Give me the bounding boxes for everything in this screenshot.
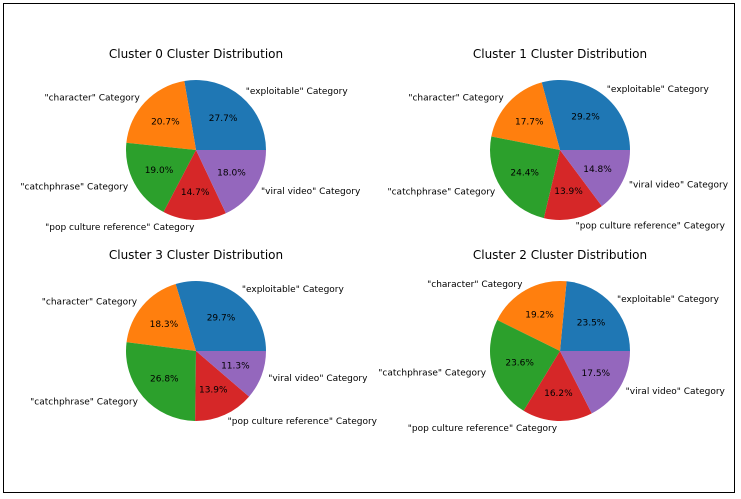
pie-chart-cluster-2: Cluster 2 Cluster Distribution 23.5% "expl… xyxy=(378,248,725,434)
slice-category-label: "catchphrase" Category xyxy=(20,182,128,192)
slice-category-label: "character" Category xyxy=(408,93,504,103)
slice-category-label: "character" Category xyxy=(427,280,523,290)
pie-slice-pop-culture-reference xyxy=(523,351,592,421)
pie-chart-cluster-3: Cluster 3 Cluster Distribution 29.7% "expl… xyxy=(30,248,378,427)
slice-percent-label: 29.7% xyxy=(207,313,236,323)
slice-percent-label: 23.6% xyxy=(505,359,534,369)
slice-percent-label: 23.5% xyxy=(577,319,606,329)
slice-percent-label: 20.7% xyxy=(151,117,180,127)
pie-slice-pop-culture-reference xyxy=(163,150,226,221)
slice-percent-label: 24.4% xyxy=(510,169,539,179)
pie-chart-cluster-0: Cluster 0 Cluster Distribution 27.7% "expl… xyxy=(20,47,361,233)
slice-category-label: "pop culture reference" Category xyxy=(576,221,726,231)
slice-category-label: "viral video" Category xyxy=(261,187,361,197)
pie-slice-catchphrase xyxy=(126,142,196,213)
slice-percent-label: 13.9% xyxy=(554,187,583,197)
pie-slice-exploitable xyxy=(560,281,630,351)
slice-percent-label: 26.8% xyxy=(150,375,179,385)
slice-category-label: "catchphrase" Category xyxy=(378,368,486,378)
slice-category-label: "catchphrase" Category xyxy=(30,398,138,408)
pie-slice-viral-video xyxy=(560,150,630,207)
slice-category-label: "character" Category xyxy=(44,93,140,103)
slice-percent-label: 13.9% xyxy=(199,385,228,395)
slice-category-label: "character" Category xyxy=(42,297,138,307)
slice-percent-label: 18.3% xyxy=(150,320,179,330)
slice-percent-label: 29.2% xyxy=(571,113,600,123)
pie-slice-pop-culture-reference xyxy=(543,150,602,220)
pie-slice-viral-video xyxy=(560,351,630,414)
slice-category-label: "catchphrase" Category xyxy=(387,188,495,198)
slice-category-label: "exploitable" Category xyxy=(617,295,720,305)
slice-category-label: "pop culture reference" Category xyxy=(408,424,558,434)
slice-percent-label: 27.7% xyxy=(209,114,238,124)
pie-slice-catchphrase xyxy=(490,136,560,219)
slice-category-label: "exploitable" Category xyxy=(607,85,710,95)
pie-slice-catchphrase xyxy=(126,342,196,421)
pie-slice-viral-video xyxy=(196,150,266,214)
slice-category-label: "pop culture reference" Category xyxy=(45,223,195,233)
pie-slice-character xyxy=(126,284,196,351)
slice-percent-label: 18.0% xyxy=(217,168,246,178)
slice-category-label: "viral video" Category xyxy=(629,181,729,191)
chart-title: Cluster 1 Cluster Distribution xyxy=(473,47,647,61)
pie-slice-character xyxy=(491,82,560,150)
figure-frame xyxy=(3,3,735,493)
pie-slice-exploitable xyxy=(541,80,630,150)
pie-slice-viral-video xyxy=(196,351,266,397)
chart-title: Cluster 0 Cluster Distribution xyxy=(109,47,283,61)
chart-title: Cluster 3 Cluster Distribution xyxy=(109,248,283,262)
pie-slice-catchphrase xyxy=(490,320,560,411)
slice-category-label: "viral video" Category xyxy=(626,387,726,397)
slice-category-label: "exploitable" Category xyxy=(246,87,349,97)
chart-title: Cluster 2 Cluster Distribution xyxy=(473,248,647,262)
pie-slice-pop-culture-reference xyxy=(195,351,250,421)
slice-percent-label: 16.2% xyxy=(544,389,573,399)
pie-slice-exploitable xyxy=(184,80,266,150)
slice-percent-label: 17.5% xyxy=(582,369,611,379)
pie-slice-exploitable xyxy=(175,281,266,351)
slice-percent-label: 17.7% xyxy=(515,117,544,127)
slice-percent-label: 19.0% xyxy=(145,166,174,176)
slice-percent-label: 14.8% xyxy=(583,165,612,175)
pie-chart-cluster-1: Cluster 1 Cluster Distribution 29.2% "expl… xyxy=(387,47,728,231)
slice-category-label: "pop culture reference" Category xyxy=(228,417,378,427)
slice-percent-label: 11.3% xyxy=(221,362,250,372)
slice-percent-label: 19.2% xyxy=(525,310,554,320)
slice-category-label: "exploitable" Category xyxy=(242,285,345,295)
slice-category-label: "viral video" Category xyxy=(268,374,368,384)
pie-slice-character xyxy=(126,80,196,150)
slice-percent-label: 14.7% xyxy=(181,188,210,198)
pie-slice-character xyxy=(497,281,567,351)
